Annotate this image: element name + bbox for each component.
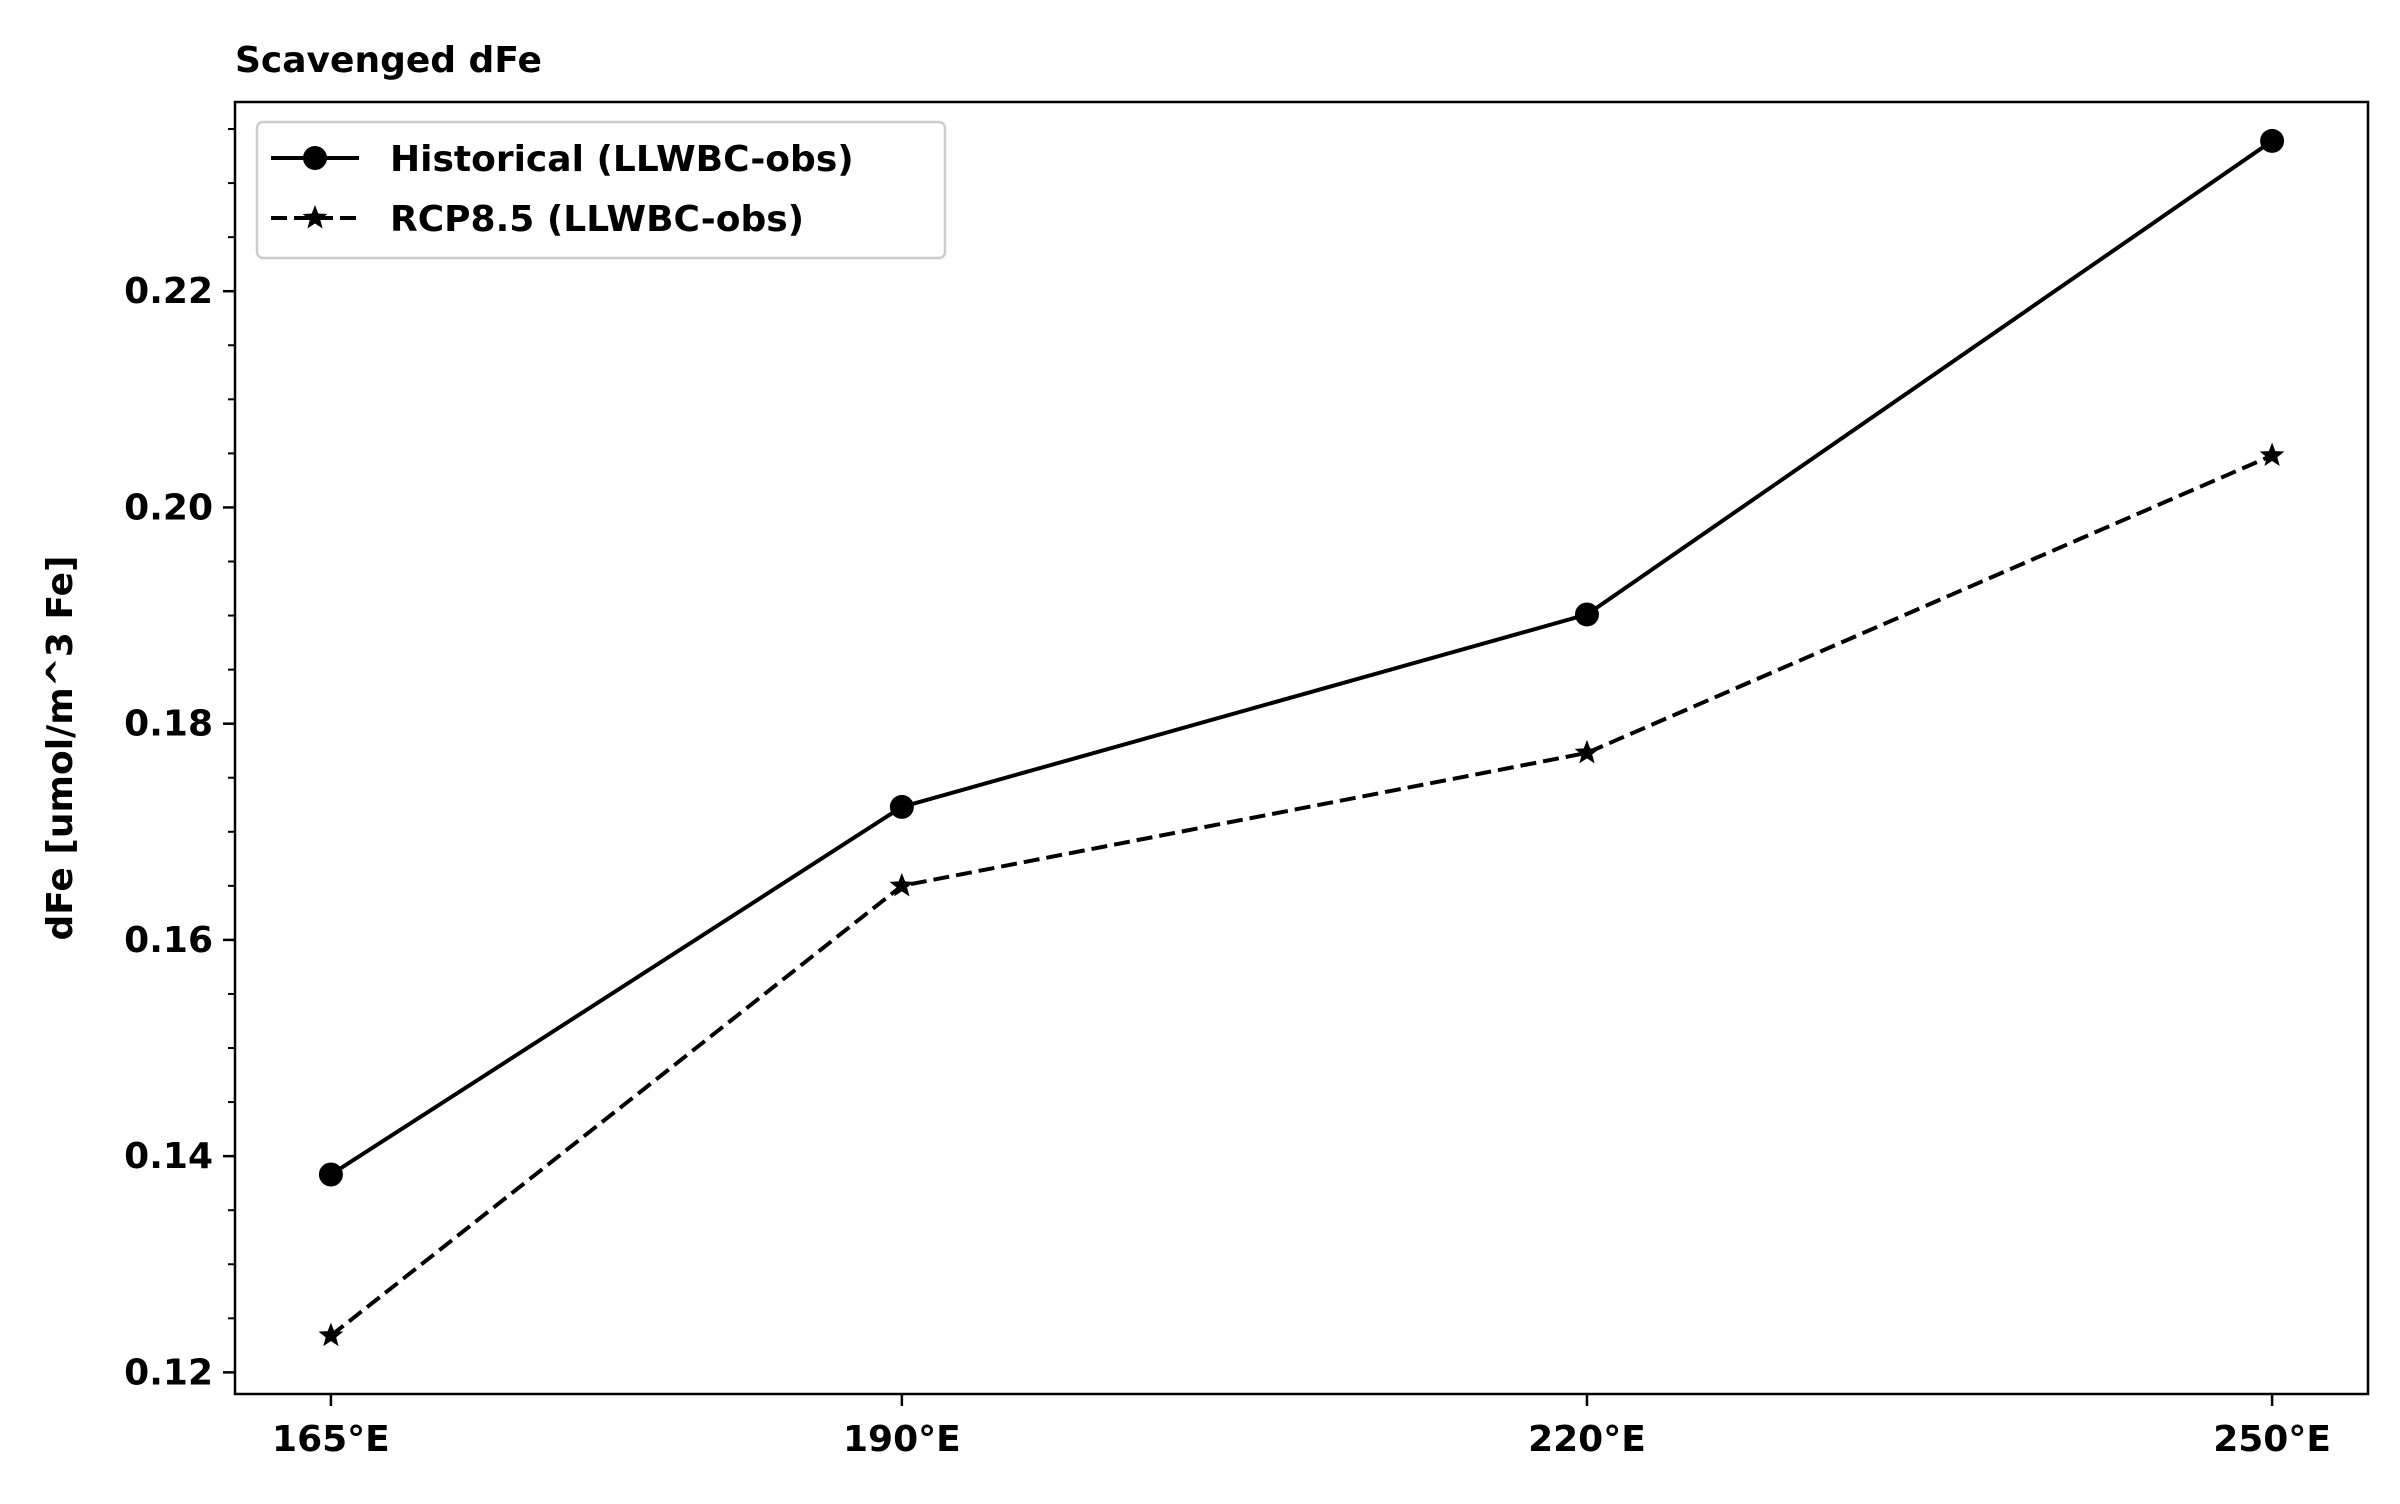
x-tick-label: 250°E (2213, 1419, 2331, 1460)
data-point (2260, 128, 2285, 153)
legend-entry: Historical (LLWBC-obs) (271, 139, 854, 180)
legend-marker-circle (303, 146, 327, 170)
series-line (329, 139, 2274, 1177)
y-tick-label: 0.20 (124, 487, 213, 528)
x-tick-label: 190°E (843, 1419, 961, 1460)
series-1 (318, 128, 2285, 1187)
data-point (1574, 739, 1600, 764)
data-point (318, 1162, 343, 1187)
series-line (329, 453, 2273, 1338)
plot-area: 0.12 0.14 0.16 0.18 0.20 0.22 165°E 190°E 220°E 2… (124, 100, 2370, 1460)
y-tick-label: 0.22 (124, 271, 213, 312)
y-tick-label: 0.16 (124, 920, 213, 961)
y-axis-label: dFe [umol/m^3 Fe] (40, 556, 81, 941)
legend-label: RCP8.5 (LLWBC-obs) (390, 199, 804, 240)
x-tick-label: 220°E (1528, 1419, 1646, 1460)
legend-marker-star (302, 205, 328, 229)
data-point (2259, 442, 2285, 467)
legend: Historical (LLWBC-obs) RCP8.5 (LLWBC-obs) (255, 120, 947, 260)
data-point (889, 794, 914, 819)
axes-frame (233, 100, 2370, 1396)
y-tick-label: 0.12 (124, 1352, 213, 1393)
legend-box (255, 120, 947, 260)
data-point (318, 1322, 344, 1347)
data-point (889, 872, 915, 897)
chart-title: Scavenged dFe (235, 40, 542, 81)
data-point (1574, 602, 1599, 627)
x-tick-label: 165°E (272, 1419, 390, 1460)
y-tick-label: 0.14 (124, 1136, 213, 1177)
series-2 (318, 442, 2285, 1347)
legend-entry: RCP8.5 (LLWBC-obs) (271, 199, 804, 240)
legend-label: Historical (LLWBC-obs) (390, 139, 854, 180)
y-tick-label: 0.18 (124, 704, 213, 745)
